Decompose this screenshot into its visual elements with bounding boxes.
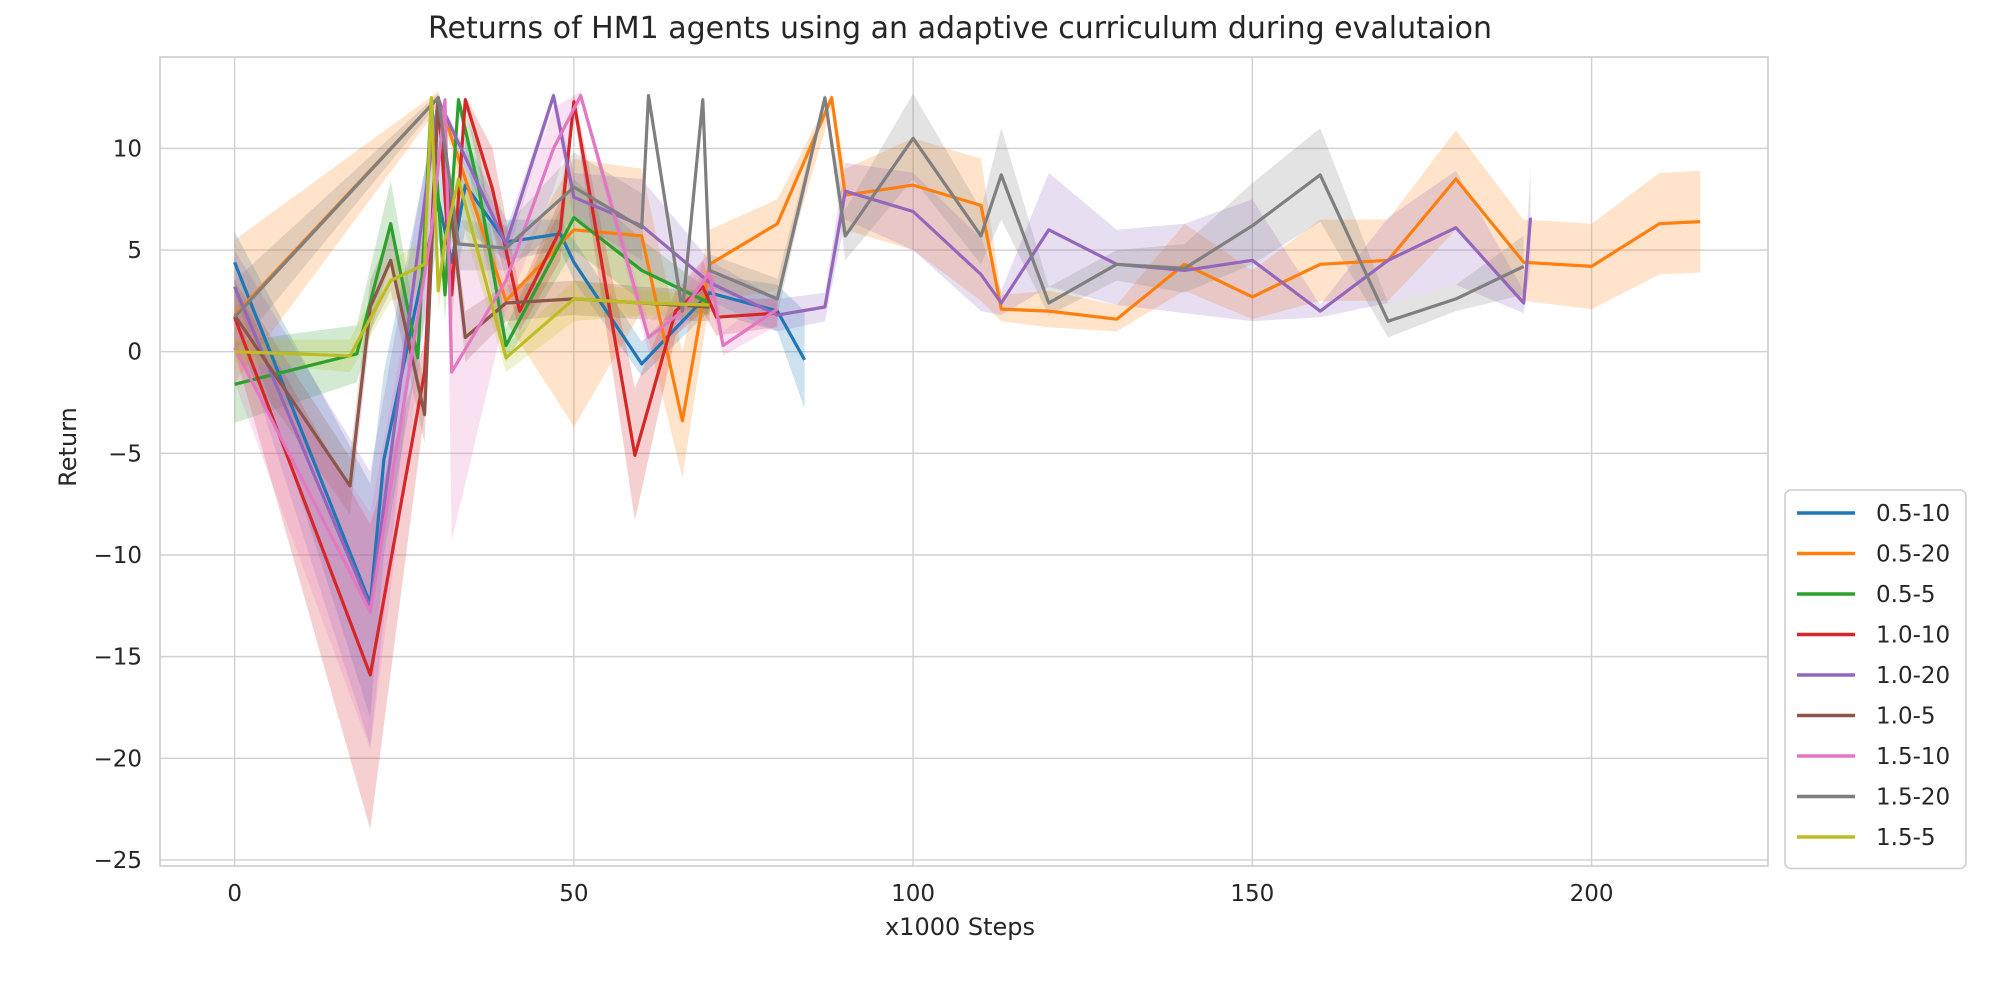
band-0.5-20 (234, 91, 1701, 478)
x-tick-label: 0 (227, 881, 242, 907)
plot-frame (159, 56, 1769, 867)
legend-label: 1.5-10 (1876, 744, 1950, 770)
band-1.5-20 (234, 93, 1524, 352)
legend-label: 0.5-5 (1876, 582, 1936, 608)
x-tick-label: 150 (1230, 881, 1274, 907)
series-line-1.5-20 (233, 93, 1525, 323)
y-tick-label: 10 (113, 136, 142, 162)
y-tick-labels: 10 5 0 −5 −10 −15 −20 −25 (93, 136, 142, 873)
series-line-1.5-5 (234, 96, 710, 360)
legend-frame (1784, 489, 1967, 870)
legend-label: 1.0-10 (1876, 623, 1950, 649)
y-tick-label: −20 (93, 746, 142, 772)
band-0.5-5 (234, 95, 710, 423)
legend-label: 1.5-20 (1876, 785, 1950, 811)
legend-label: 0.5-20 (1876, 542, 1950, 568)
y-tick-label: 5 (127, 238, 142, 264)
legend: 0.5-10 0.5-20 0.5-5 1.0-10 1.0-20 1.0-5 1.5-10… (1784, 489, 1967, 870)
y-tick-label: −15 (93, 645, 142, 671)
y-tick-label: −5 (108, 441, 142, 467)
x-tick-labels: 0 50 100 150 200 (227, 881, 1613, 907)
series-line-1.0-20 (233, 93, 1533, 610)
y-tick-label: −10 (93, 543, 142, 569)
band-1.0-10 (234, 93, 778, 830)
band-1.0-5 (234, 93, 710, 515)
band-1.5-10 (234, 91, 778, 751)
series-line-0.5-20 (233, 96, 1701, 423)
x-tick-label: 100 (891, 881, 935, 907)
series-lines (233, 93, 1701, 677)
x-axis-label: x1000 Steps (885, 913, 1035, 941)
y-axis-label: Return (54, 407, 82, 487)
chart-title: Returns of HM1 agents using an adaptive … (428, 11, 1492, 46)
legend-label: 0.5-10 (1876, 501, 1950, 527)
legend-label: 1.0-20 (1876, 663, 1950, 689)
x-tick-label: 50 (559, 881, 588, 907)
legend-label: 1.5-5 (1876, 825, 1936, 851)
x-tick-label: 200 (1570, 881, 1614, 907)
y-tick-label: 0 (127, 340, 142, 366)
series-line-1.5-10 (233, 93, 779, 614)
legend-label: 1.0-5 (1876, 704, 1936, 730)
y-tick-label: −25 (93, 848, 142, 874)
